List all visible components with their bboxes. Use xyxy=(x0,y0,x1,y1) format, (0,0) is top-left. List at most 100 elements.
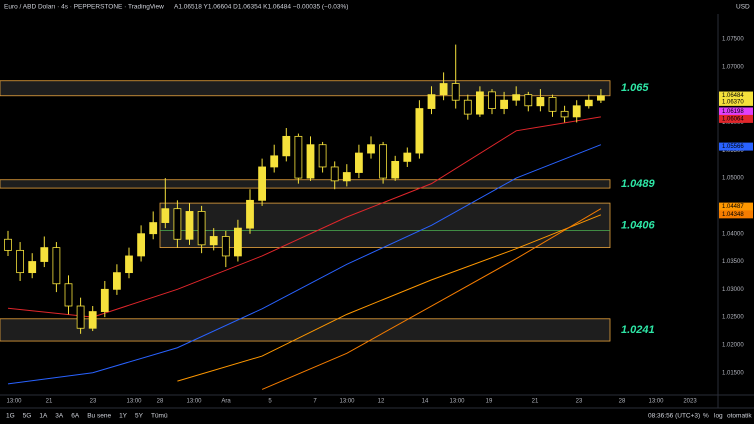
x-tick-label: 13:00 xyxy=(449,399,465,405)
moving-average xyxy=(177,214,602,382)
x-tick-label: 23 xyxy=(90,399,97,405)
candle-body xyxy=(451,83,460,101)
y-tick-label: 1.07000 xyxy=(722,64,744,70)
zone xyxy=(0,318,611,342)
candle-body xyxy=(512,94,521,101)
price-badge xyxy=(719,142,753,151)
candle-body xyxy=(258,166,267,201)
x-tick-label: 13:00 xyxy=(339,399,355,405)
candle-body xyxy=(415,108,424,154)
candle-body xyxy=(76,305,85,329)
candle-body xyxy=(439,83,448,96)
currency[interactable]: USD xyxy=(736,4,750,11)
range-button[interactable]: 5Y xyxy=(135,413,144,420)
candle-body xyxy=(391,160,400,179)
candle-body xyxy=(125,255,133,274)
x-tick-label: 7 xyxy=(313,399,317,405)
range-button[interactable]: Tümü xyxy=(151,413,168,420)
y-tick-label: 1.05000 xyxy=(722,176,744,182)
price-badge-label: 1.05566 xyxy=(722,144,744,150)
price-badge xyxy=(719,107,753,116)
moving-average xyxy=(261,208,602,390)
range-button[interactable]: Bu sene xyxy=(87,413,111,420)
candle-body xyxy=(149,222,158,235)
x-tick-label: 14 xyxy=(422,399,429,405)
x-tick-label: 21 xyxy=(46,399,53,405)
candle-body xyxy=(294,135,303,179)
candle-body xyxy=(209,236,218,246)
chart-title: Euro / ABD Doları · 4s · PEPPERSTONE · T… xyxy=(4,4,164,11)
zone-label: 1.0489 xyxy=(621,178,656,190)
candle-body xyxy=(64,283,73,307)
x-tick-label: 28 xyxy=(157,399,164,405)
y-tick-label: 1.02000 xyxy=(722,343,744,349)
moving-average xyxy=(7,144,602,385)
y-tick-label: 1.07500 xyxy=(722,37,744,43)
x-tick-label: 28 xyxy=(619,399,626,405)
candle-body xyxy=(221,236,230,257)
x-tick-label: 13:00 xyxy=(648,399,664,405)
range-button[interactable]: 1G xyxy=(6,413,15,420)
x-tick-label: 13:00 xyxy=(126,399,142,405)
price-badge xyxy=(719,91,753,100)
candle-body xyxy=(88,311,97,329)
zone xyxy=(0,179,611,189)
candle-body xyxy=(113,272,121,290)
range-button[interactable]: 1Y xyxy=(119,413,128,420)
price-badge-label: 1.04348 xyxy=(722,212,744,218)
auto-button[interactable]: otomatik xyxy=(727,413,752,420)
y-tick-label: 1.02500 xyxy=(722,315,744,321)
x-tick-label: 13:00 xyxy=(6,399,22,405)
y-tick-label: 1.05500 xyxy=(722,148,744,154)
zone-label: 1.0406 xyxy=(621,219,656,231)
x-tick-label: 21 xyxy=(532,399,539,405)
candle-body xyxy=(354,152,363,173)
range-button[interactable]: 5G xyxy=(23,413,32,420)
x-tick-label: Ara xyxy=(221,399,231,405)
candle-body xyxy=(367,144,375,154)
y-tick-label: 1.06000 xyxy=(722,120,744,126)
candle-body xyxy=(16,249,25,274)
price-badge xyxy=(719,97,753,106)
moving-average xyxy=(7,116,601,318)
x-tick-label: 12 xyxy=(378,399,385,405)
candle-body xyxy=(137,233,146,257)
candle-body xyxy=(197,211,206,246)
log-button[interactable]: log xyxy=(714,413,723,420)
candle-body xyxy=(403,152,412,162)
range-button[interactable]: 6A xyxy=(71,413,80,420)
candle-body xyxy=(488,91,496,109)
range-button[interactable]: 1A xyxy=(39,413,48,420)
candle-body xyxy=(52,247,61,285)
candle-body xyxy=(342,172,351,182)
x-tick-label: 13:00 xyxy=(186,399,202,405)
range-button[interactable]: 3A xyxy=(55,413,64,420)
x-tick-label: 23 xyxy=(576,399,583,405)
candle-body xyxy=(524,94,533,107)
candle-body xyxy=(536,97,545,107)
zone-label: 1.0241 xyxy=(621,324,655,336)
price-badge-label: 1.06198 xyxy=(722,109,744,115)
candle-body xyxy=(270,155,279,168)
candle-body xyxy=(306,144,315,179)
candle-body xyxy=(161,208,170,223)
y-tick-label: 1.03000 xyxy=(722,287,744,293)
price-badge-label: 1.06370 xyxy=(722,99,744,105)
price-badge xyxy=(719,210,753,219)
price-badge-label: 1.06064 xyxy=(722,116,744,122)
candle-body xyxy=(246,199,254,229)
plot xyxy=(0,44,611,390)
candle-body xyxy=(597,95,605,101)
candle-body xyxy=(4,238,12,251)
candle-body xyxy=(233,227,242,257)
candle-body xyxy=(463,99,472,115)
price-badge xyxy=(719,114,753,123)
candle-body xyxy=(318,144,327,168)
candle-body xyxy=(500,99,509,109)
candle-body xyxy=(40,247,49,262)
clock: 08:36:56 (UTC+3) xyxy=(648,413,700,420)
price-badge xyxy=(719,202,753,211)
y-tick-label: 1.01500 xyxy=(722,370,744,376)
percent-button[interactable]: % xyxy=(703,413,709,420)
